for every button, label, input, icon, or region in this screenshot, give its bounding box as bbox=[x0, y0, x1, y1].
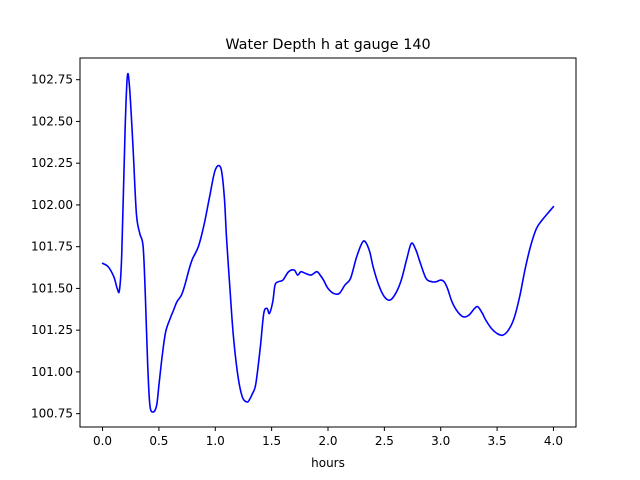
y-axis-ticks: 100.75 101.00 101.25 101.50 101.75 102.00 102.… bbox=[31, 73, 80, 421]
series-line bbox=[101, 72, 555, 413]
x-tick-label: 3.5 bbox=[488, 434, 507, 448]
x-tick-label: 0.5 bbox=[149, 434, 168, 448]
y-tick-label: 101.50 bbox=[31, 281, 73, 295]
x-axis-ticks: 0.0 0.5 1.0 1.5 2.0 2.5 3.0 3.5 4.0 bbox=[93, 427, 563, 448]
y-tick-label: 100.75 bbox=[31, 407, 73, 421]
x-tick-label: 1.5 bbox=[262, 434, 281, 448]
x-tick-label: 3.0 bbox=[431, 434, 450, 448]
y-tick-label: 102.00 bbox=[31, 198, 73, 212]
x-tick-label: 1.0 bbox=[206, 434, 225, 448]
y-tick-label: 101.25 bbox=[31, 323, 73, 337]
chart-title: Water Depth h at gauge 140 bbox=[225, 37, 430, 53]
y-tick-label: 101.00 bbox=[31, 365, 73, 379]
x-tick-label: 2.0 bbox=[318, 434, 337, 448]
y-tick-label: 101.75 bbox=[31, 240, 73, 254]
y-tick-label: 102.50 bbox=[31, 114, 73, 128]
x-tick-label: 0.0 bbox=[93, 434, 112, 448]
axes-frame bbox=[79, 57, 577, 428]
y-tick-label: 102.75 bbox=[31, 73, 73, 87]
x-axis-label: hours bbox=[311, 456, 345, 470]
y-tick-label: 102.25 bbox=[31, 156, 73, 170]
plot-area bbox=[101, 72, 555, 413]
x-tick-label: 4.0 bbox=[544, 434, 563, 448]
x-tick-label: 2.5 bbox=[375, 434, 394, 448]
